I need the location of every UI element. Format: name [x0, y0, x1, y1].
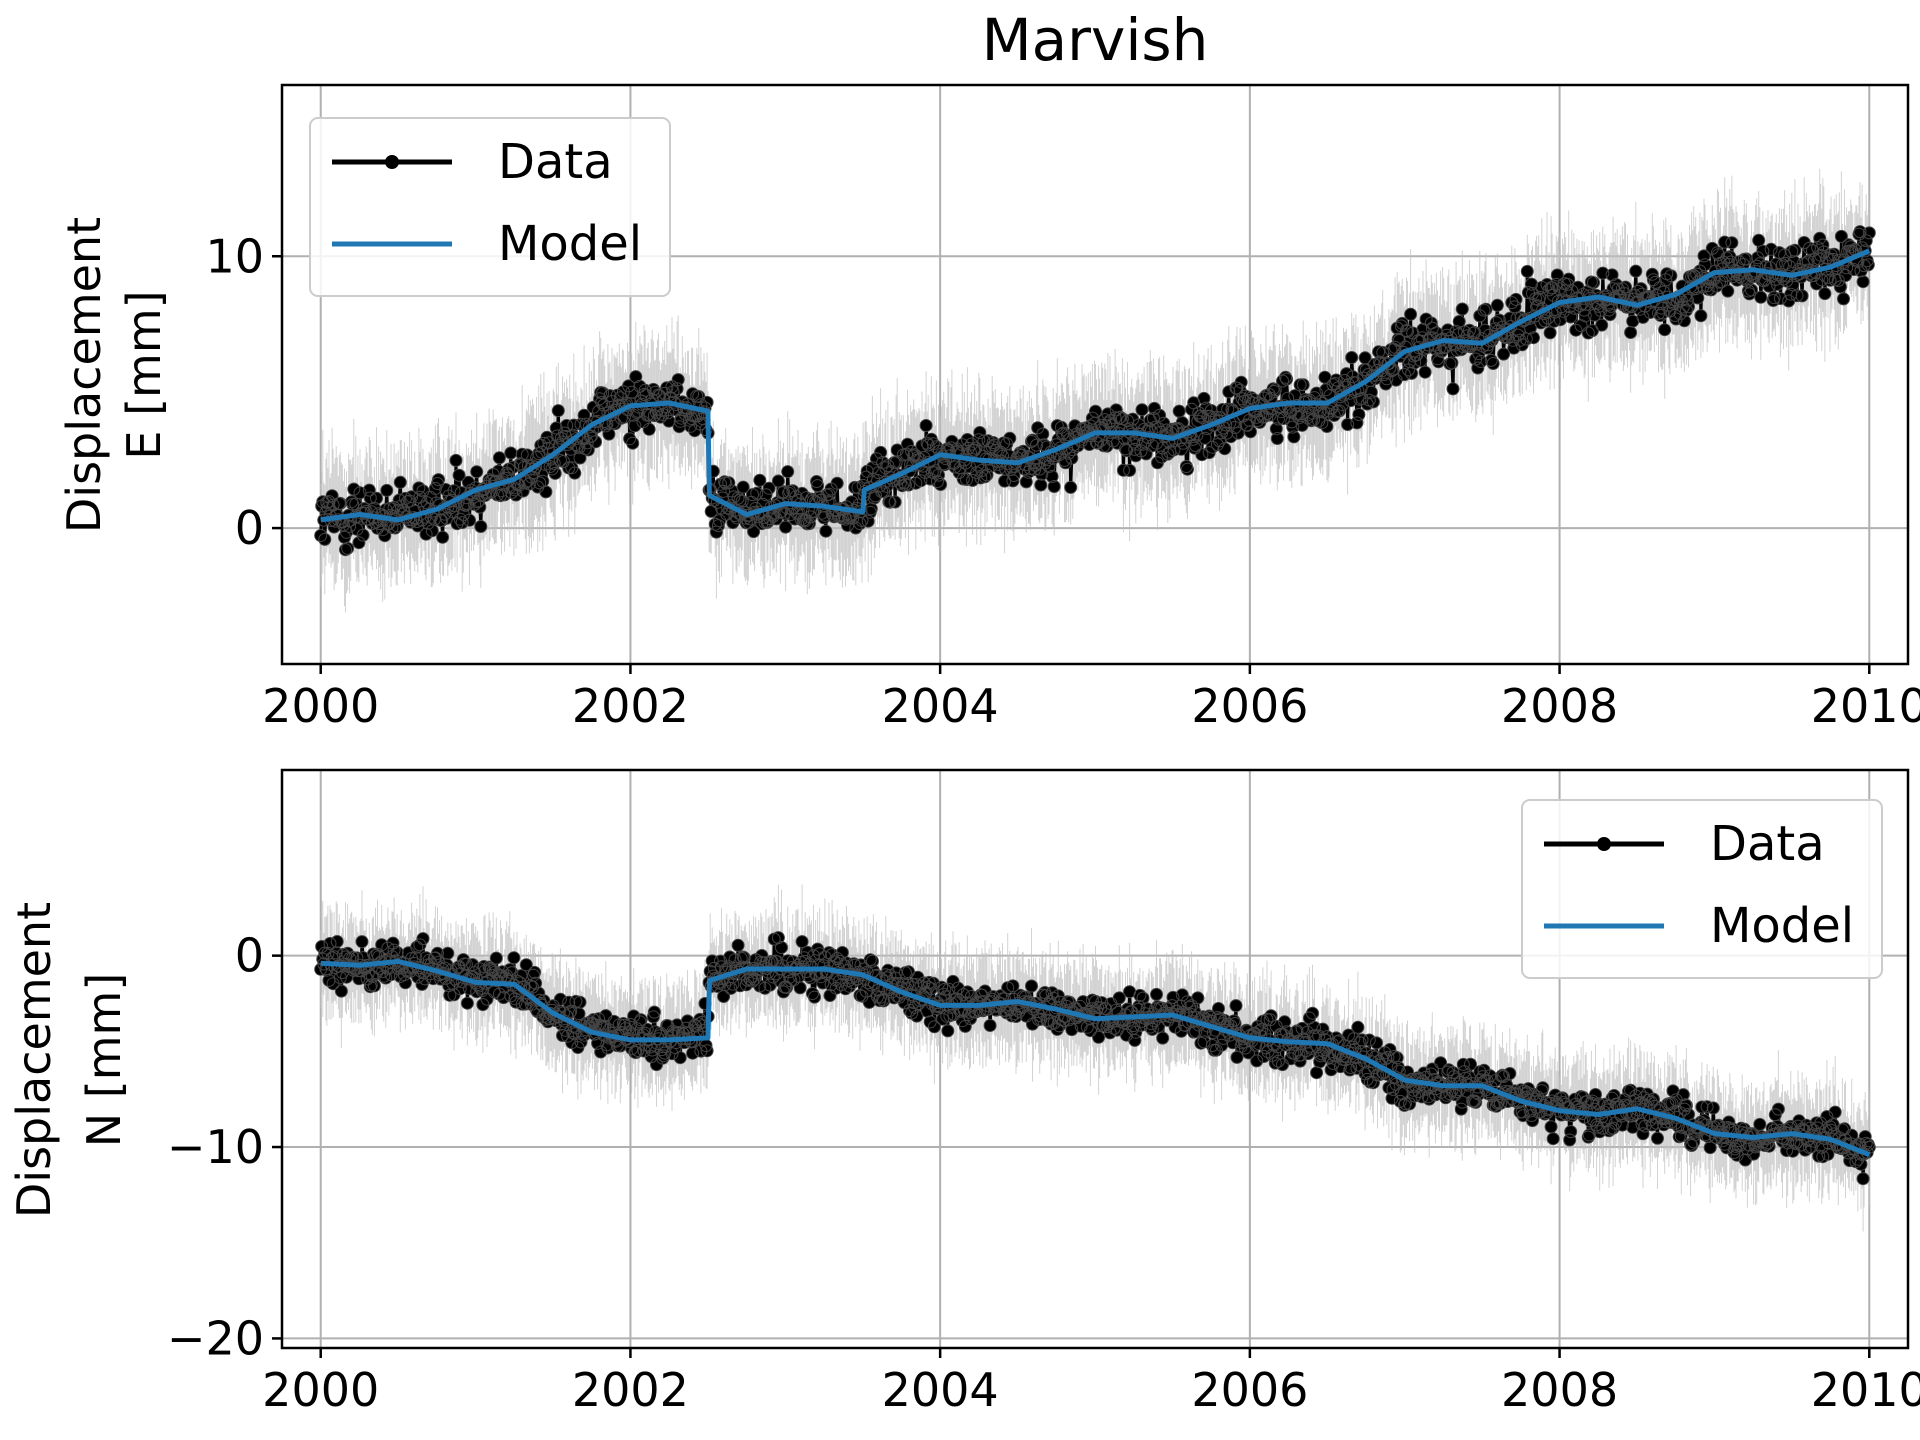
legend-model-label: Model	[498, 216, 642, 272]
x-tick-label: 2004	[882, 679, 999, 733]
legend-data-marker	[385, 155, 399, 169]
legend-data-marker	[1597, 837, 1611, 851]
x-tick-label: 2010	[1811, 1363, 1920, 1417]
axes-frame	[280, 83, 1910, 666]
legend: Data Model	[309, 117, 671, 297]
axes-frame	[280, 768, 1910, 1350]
data-series	[314, 931, 1876, 1186]
y-axis-label-line-2: E [mm]	[117, 290, 171, 459]
y-tick-label: 10	[205, 229, 264, 283]
y-tick-label: 0	[235, 501, 264, 555]
y-tick-label: −10	[167, 1120, 264, 1174]
legend-data-label: Data	[1710, 816, 1825, 872]
x-tick-label: 2002	[572, 679, 689, 733]
y-axis-label-line-2: N [mm]	[77, 973, 131, 1148]
panel-east: 2000 2002 2004 2006 2008 2010 0 10 Displacement…	[57, 83, 1920, 733]
legend: Data Model	[1521, 799, 1883, 979]
x-tick-label: 2000	[262, 1363, 379, 1417]
x-tick-label: 2006	[1191, 1363, 1308, 1417]
axis-ticks: 2000 2002 2004 2006 2008 2010 0 −10 −20	[167, 929, 1920, 1417]
legend-data-label: Data	[498, 134, 613, 190]
model-line	[320, 958, 1871, 1158]
y-tick-label: −20	[167, 1311, 264, 1365]
x-tick-label: 2008	[1501, 679, 1618, 733]
x-tick-label: 2010	[1811, 679, 1920, 733]
y-axis-label-line-1: Displacement	[7, 902, 61, 1218]
model-series	[320, 958, 1871, 1158]
panel-north: 2000 2002 2004 2006 2008 2010 0 −10 −20 Displace…	[7, 768, 1920, 1417]
figure-title: Marvish	[982, 6, 1209, 74]
x-tick-label: 2002	[572, 1363, 689, 1417]
x-tick-label: 2000	[262, 679, 379, 733]
y-tick-label: 0	[235, 929, 264, 983]
x-tick-label: 2008	[1501, 1363, 1618, 1417]
y-axis-label-line-1: Displacement	[57, 217, 111, 533]
x-tick-label: 2006	[1191, 679, 1308, 733]
model-series	[320, 248, 1871, 523]
axis-ticks: 2000 2002 2004 2006 2008 2010 0 10	[205, 229, 1920, 733]
model-line	[320, 248, 1871, 523]
x-tick-label: 2004	[882, 1363, 999, 1417]
legend-model-label: Model	[1710, 898, 1854, 954]
